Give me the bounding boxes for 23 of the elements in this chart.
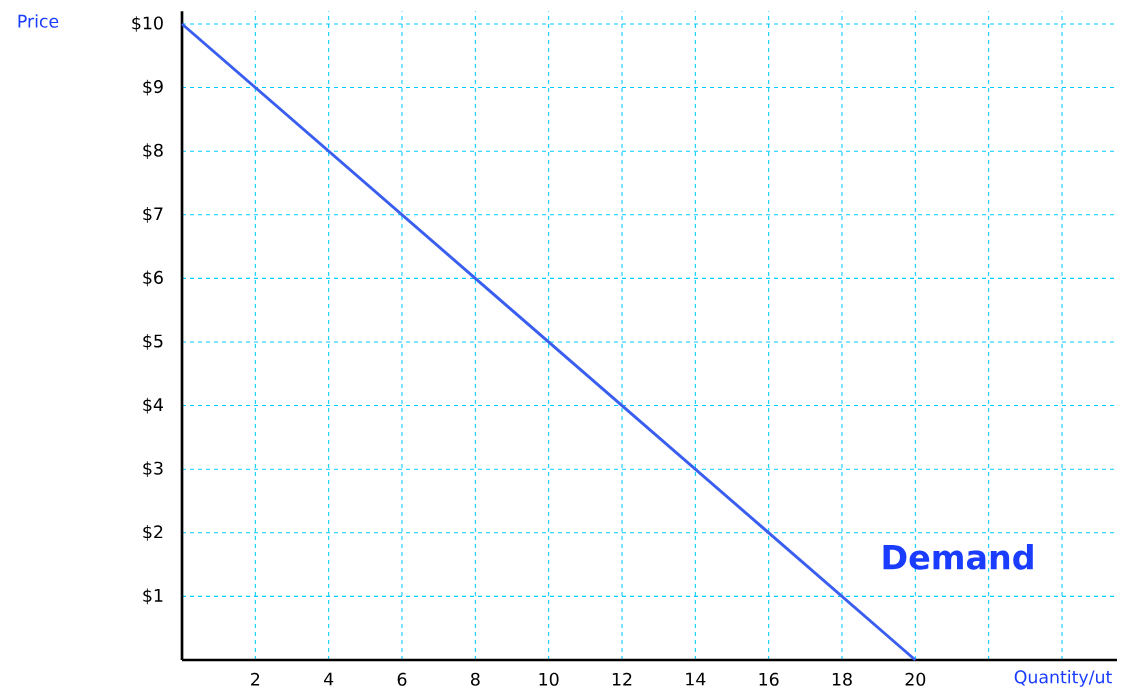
y-tick-label: $3: [143, 461, 163, 478]
y-tick-label: $5: [143, 334, 163, 350]
x-tick-label: 20: [905, 672, 926, 686]
annotation: Demand: [883, 543, 1033, 570]
x-tick-label: 18: [832, 672, 852, 686]
y-tick-label: $1: [143, 588, 163, 605]
y-tick-label: $7: [143, 206, 163, 223]
x-tick-label: 14: [686, 672, 706, 686]
x-axis-title: Quantity/ut: [1014, 670, 1112, 687]
y-axis-title: Price: [18, 14, 59, 28]
x-tick-label: 12: [612, 672, 632, 686]
x-tick-label: 8: [470, 672, 480, 686]
x-tick-label: 10: [539, 672, 559, 686]
y-tick-label: $10: [132, 16, 163, 32]
x-tick-label: 6: [397, 672, 407, 686]
x-tick-label: 16: [759, 672, 779, 686]
y-tick-label: $6: [143, 270, 163, 287]
y-tick-label: $9: [143, 79, 163, 96]
y-tick-label: $8: [143, 143, 163, 160]
x-tick-label: 4: [323, 672, 334, 686]
y-tick-label: $4: [143, 397, 163, 414]
y-tick-label: $2: [143, 524, 163, 541]
x-tick-label: 2: [251, 672, 260, 686]
